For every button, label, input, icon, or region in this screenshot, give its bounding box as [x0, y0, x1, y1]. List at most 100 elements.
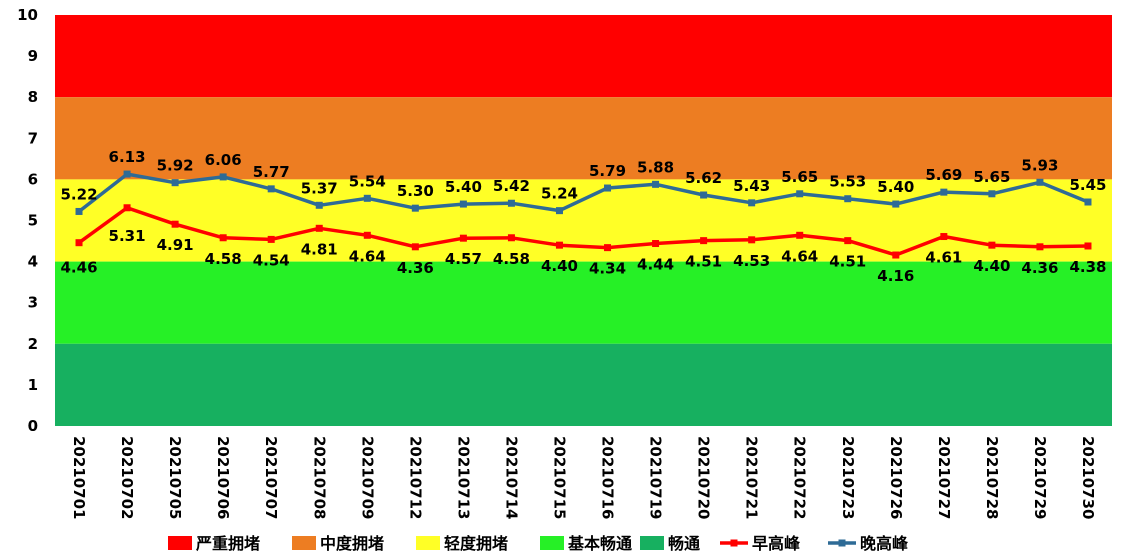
morning-peak-point	[988, 241, 996, 249]
evening-peak-line	[77, 172, 1089, 213]
y-tick-label: 4	[28, 253, 38, 271]
x-tick-label: 20210720	[695, 436, 713, 520]
evening-peak-point	[940, 188, 948, 196]
morning-peak-data-label: 4.64	[349, 247, 386, 265]
evening-peak-point	[507, 199, 515, 207]
morning-peak-data-label: 4.36	[397, 259, 434, 277]
legend-label: 晚高峰	[860, 534, 909, 553]
x-tick-label: 20210723	[839, 436, 857, 520]
evening-peak-data-label: 5.53	[829, 173, 866, 191]
x-tick-label: 20210714	[502, 436, 520, 520]
x-tick-label: 20210707	[262, 436, 280, 520]
evening-peak-data-label: 5.42	[493, 177, 530, 195]
morning-peak-data-label: 4.54	[253, 251, 290, 269]
legend-label: 基本畅通	[567, 534, 632, 553]
evening-peak-point	[123, 170, 131, 178]
legend-swatch	[168, 536, 192, 550]
morning-peak-point	[123, 204, 131, 212]
x-tick-label: 20210709	[358, 436, 376, 520]
evening-peak-data-label: 6.06	[205, 151, 242, 169]
morning-peak-point	[844, 237, 852, 245]
y-tick-label: 8	[28, 88, 38, 106]
evening-peak-data-label: 5.30	[397, 182, 434, 200]
y-tick-label: 9	[28, 47, 38, 65]
morning-peak-point	[1036, 243, 1044, 251]
morning-peak-point	[796, 231, 804, 239]
morning-peak-point	[1084, 242, 1092, 250]
morning-peak-data-label: 4.16	[877, 267, 914, 285]
morning-peak-data-label: 4.53	[733, 252, 770, 270]
morning-peak-point	[892, 251, 900, 259]
legend-marker	[730, 539, 738, 547]
evening-peak-data-label: 5.79	[589, 162, 626, 180]
evening-peak-point	[555, 207, 563, 215]
evening-peak-data-label: 5.37	[301, 179, 338, 197]
morning-peak-point	[748, 236, 756, 244]
band-moderate-congestion	[55, 97, 1112, 180]
legend-label: 严重拥堵	[195, 534, 260, 553]
band-smooth	[55, 343, 1112, 426]
x-tick-label: 20210722	[791, 436, 809, 520]
evening-peak-point	[75, 207, 83, 215]
evening-peak-data-label: 5.40	[877, 178, 914, 196]
x-tick-label: 20210726	[887, 436, 905, 520]
y-tick-label: 1	[28, 376, 38, 394]
morning-peak-data-label: 5.31	[109, 227, 146, 245]
legend-label: 畅通	[668, 534, 700, 553]
morning-peak-point	[363, 231, 371, 239]
morning-peak-data-label: 4.46	[61, 259, 98, 277]
y-axis: 0 1 2 3 4 5 6 7 8 9 10	[17, 6, 38, 435]
x-tick-label: 20210715	[550, 436, 568, 520]
morning-peak-point	[459, 234, 467, 242]
congestion-bands	[55, 15, 1112, 426]
y-tick-label: 5	[28, 212, 38, 230]
evening-peak-data-label: 5.93	[1021, 156, 1058, 174]
morning-peak-data-label: 4.40	[541, 257, 578, 275]
evening-peak-point	[988, 190, 996, 198]
morning-peak-point	[267, 235, 275, 243]
morning-peak-data-label: 4.51	[685, 253, 722, 271]
evening-peak-point	[363, 194, 371, 202]
morning-peak-point	[652, 240, 660, 248]
x-tick-label: 20210719	[647, 436, 665, 520]
morning-peak-point	[604, 244, 612, 252]
legend-label: 中度拥堵	[320, 534, 384, 553]
evening-peak-data-label: 5.22	[61, 185, 98, 203]
evening-peak-data-label: 5.43	[733, 177, 770, 195]
morning-peak-point	[555, 241, 563, 249]
morning-peak-data-label: 4.40	[973, 257, 1010, 275]
morning-peak-point	[940, 233, 948, 241]
y-tick-label: 3	[28, 294, 38, 312]
evening-peak-data-label: 5.77	[253, 163, 290, 181]
morning-peak-data-label: 4.38	[1069, 258, 1106, 276]
morning-peak-data-label: 4.64	[781, 247, 818, 265]
legend-swatch	[540, 536, 564, 550]
y-tick-label: 2	[28, 335, 38, 353]
y-tick-label: 6	[28, 170, 38, 188]
legend-item-light-congestion: 轻度拥堵	[416, 534, 508, 553]
evening-peak-point	[315, 201, 323, 209]
morning-peak-point	[507, 234, 515, 242]
legend-item-severe-congestion: 严重拥堵	[168, 534, 260, 553]
legend-item-moderate-congestion: 中度拥堵	[292, 534, 384, 553]
legend-label: 早高峰	[752, 534, 801, 553]
evening-peak-point	[219, 173, 227, 181]
morning-peak-point	[75, 239, 83, 247]
morning-peak-data-label: 4.61	[925, 249, 962, 267]
morning-peak-point	[700, 237, 708, 245]
legend-marker	[838, 539, 846, 547]
evening-peak-point	[267, 185, 275, 193]
evening-peak-point	[459, 200, 467, 208]
evening-peak-data-label: 6.13	[109, 148, 146, 166]
x-tick-label: 20210721	[743, 436, 761, 520]
evening-peak-point	[411, 204, 419, 212]
evening-peak-point	[652, 180, 660, 188]
evening-peak-data-label: 5.54	[349, 172, 386, 190]
morning-peak-data-label: 4.36	[1021, 259, 1058, 277]
morning-peak-line	[77, 206, 1089, 257]
evening-peak-point	[844, 195, 852, 203]
y-tick-label: 0	[28, 417, 38, 435]
evening-peak-data-label: 5.65	[781, 168, 818, 186]
x-tick-label: 20210712	[406, 436, 424, 520]
y-tick-label: 10	[17, 6, 38, 24]
